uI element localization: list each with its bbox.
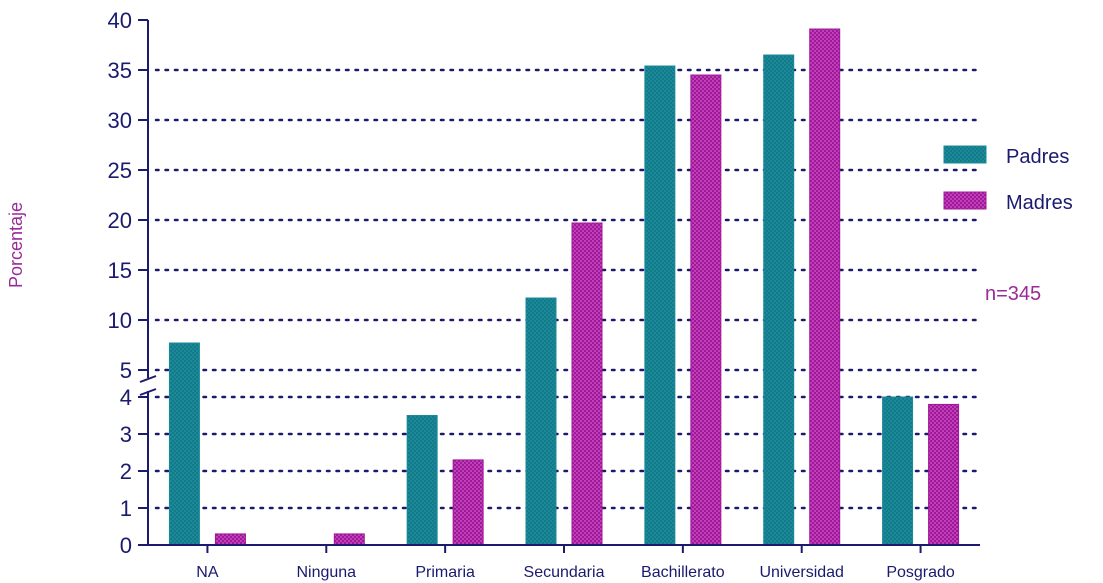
y-tick-label: 3 <box>120 422 132 447</box>
legend-swatch-padres <box>943 145 987 164</box>
x-tick-label: Posgrado <box>886 564 955 581</box>
legend: Padres Madres <box>943 145 1073 214</box>
y-tick-label: 25 <box>108 158 132 183</box>
bar-padres <box>644 65 676 546</box>
y-tick-label: 35 <box>108 58 132 83</box>
y-tick-label: 4 <box>120 385 132 410</box>
legend-swatch-madres <box>943 191 987 210</box>
y-axis-label: Porcentaje <box>6 202 26 288</box>
x-tick-label: Ninguna <box>296 564 356 581</box>
y-tick-label: 15 <box>108 258 132 283</box>
x-tick-label: NA <box>196 564 219 581</box>
y-tick-label: 5 <box>120 358 132 383</box>
bars <box>168 28 960 546</box>
bar-madres <box>452 459 484 546</box>
axis-break-mark <box>139 375 157 383</box>
gridlines <box>154 68 982 510</box>
sample-size-annotation: n=345 <box>985 283 1041 305</box>
axis-break-mark <box>139 388 157 396</box>
x-tick-label: Bachillerato <box>641 564 725 581</box>
bar-padres <box>406 415 438 546</box>
bar-madres <box>571 222 603 546</box>
y-tick-label: 1 <box>120 496 132 521</box>
y-tick-label: 0 <box>120 533 132 558</box>
bar-madres <box>928 403 960 546</box>
y-tick-label: 10 <box>108 308 132 333</box>
bar-padres <box>168 342 200 546</box>
bar-madres <box>690 74 722 546</box>
x-tick-label: Secundaria <box>524 564 605 581</box>
legend-label-padres: Padres <box>1006 146 1069 168</box>
bar-padres <box>525 297 557 546</box>
y-tick-label: 20 <box>108 208 132 233</box>
y-tick-label: 2 <box>120 459 132 484</box>
axes: 0 1 2 3 45 10 15 20 25 30 35 40 NA Ninguna Primaria Sec… <box>108 8 980 581</box>
bar-madres <box>333 533 365 546</box>
y-tick-label: 30 <box>108 108 132 133</box>
x-tick-label: Primaria <box>415 564 475 581</box>
bar-padres <box>882 396 914 546</box>
bar-madres <box>809 28 841 546</box>
legend-label-madres: Madres <box>1006 192 1073 214</box>
bar-padres <box>763 54 795 546</box>
y-tick-label: 40 <box>108 8 132 33</box>
bar-madres <box>214 533 246 546</box>
x-tick-label: Universidad <box>759 564 843 581</box>
